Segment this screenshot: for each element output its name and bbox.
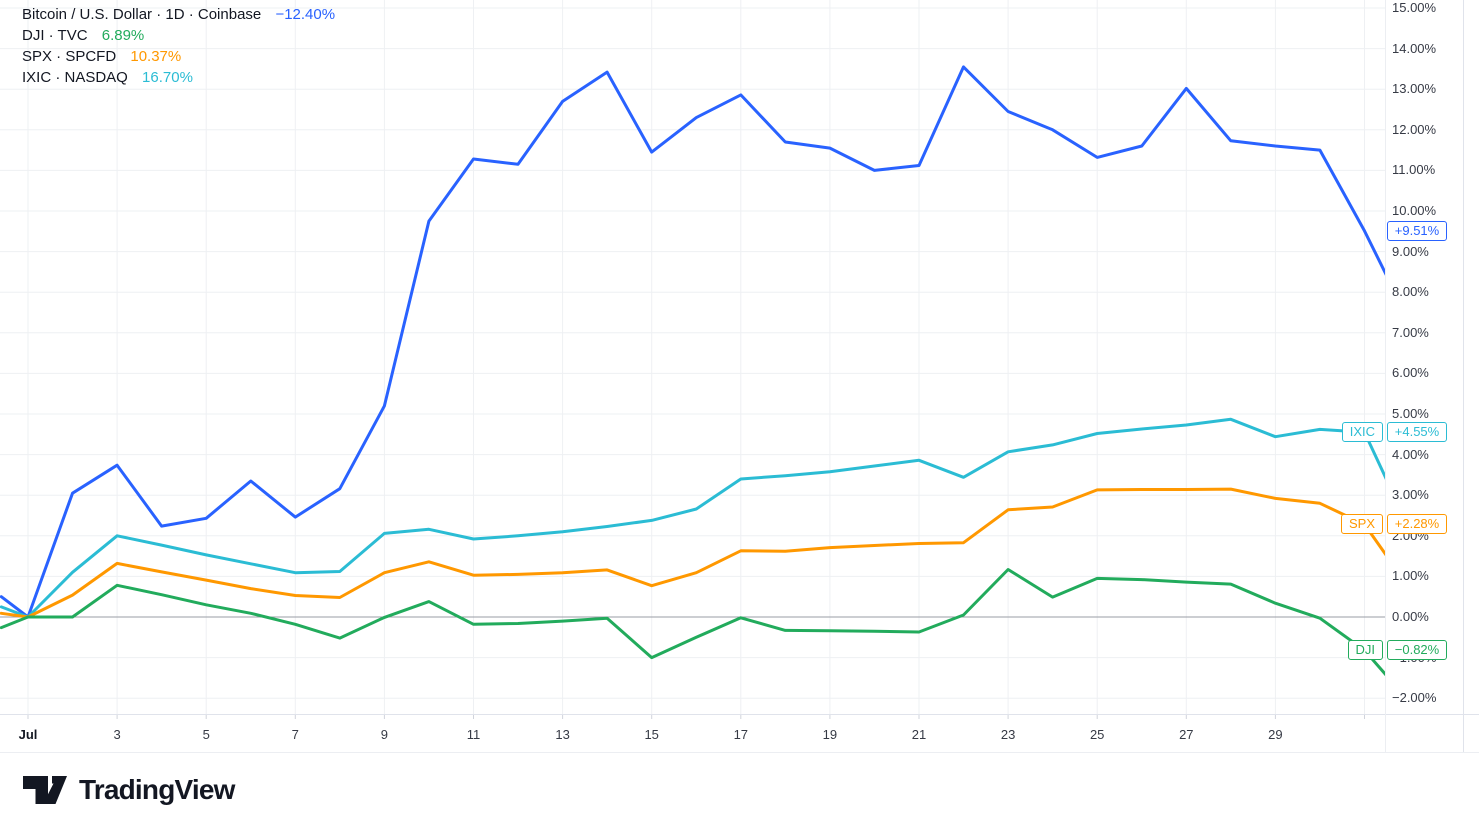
price-axis-label: 7.00% [1392, 324, 1429, 340]
time-axis-label-27: 27 [1179, 727, 1194, 742]
series-line-ixic[interactable] [0, 417, 1387, 619]
price-axis-label: 6.00% [1392, 365, 1429, 381]
series-label-badge-spx[interactable]: SPX [1340, 514, 1383, 535]
price-axis-label: 0.00% [1392, 609, 1429, 624]
grid [0, 0, 1385, 719]
price-axis-label: 3.00% [1392, 487, 1429, 503]
time-axis-label-25: 25 [1089, 727, 1105, 742]
time-axis-label-13: 13 [555, 727, 570, 742]
price-axis-label: 1.00% [1392, 568, 1429, 584]
last-value-badge-btcusd[interactable]: +9.51% [1387, 220, 1447, 241]
chart-plot-area[interactable] [0, 0, 1479, 757]
time-axis-label-17: 17 [733, 727, 749, 742]
last-value-badge-ixic[interactable]: +4.55% [1387, 422, 1447, 443]
tradingview-logo-icon [23, 776, 67, 804]
time-axis-label-19: 19 [822, 727, 838, 742]
time-axis-label-7: 7 [291, 727, 299, 742]
legend-symbol-btcusd: Bitcoin / U.S. Dollar · 1D · Coinbase [22, 6, 262, 23]
price-axis-label: 10.00% [1392, 203, 1437, 218]
series-line-btcusd[interactable] [0, 65, 1387, 619]
tradingview-logo[interactable]: TradingView [22, 774, 235, 806]
price-axis-label: 13.00% [1392, 81, 1437, 97]
series-lines [0, 65, 1387, 677]
time-axis-label-5: 5 [202, 727, 210, 742]
price-axis-label: 12.00% [1392, 121, 1437, 137]
legend-row-btcusd[interactable]: Bitcoin / U.S. Dollar · 1D · Coinbase −1… [22, 4, 335, 25]
time-axis-label-23: 23 [1000, 727, 1016, 742]
time-axis-label-3: 3 [113, 727, 121, 742]
legend-symbol-spx: SPX · SPCFD [22, 48, 117, 65]
series-label-badge-dji[interactable]: DJI [1347, 640, 1383, 661]
legend: Bitcoin / U.S. Dollar · 1D · Coinbase −1… [22, 4, 335, 88]
legend-change-ixic: 16.70% [142, 69, 193, 86]
time-axis-label-21: 21 [911, 727, 927, 742]
legend-row-dji[interactable]: DJI · TVC 6.89% [22, 25, 335, 46]
time-axis-label-29: 29 [1268, 727, 1283, 742]
price-axis-label: 15.00% [1392, 0, 1437, 15]
price-axis-label: 4.00% [1392, 446, 1429, 462]
tradingview-logo-text: TradingView [79, 774, 235, 805]
price-axis-label: 5.00% [1392, 406, 1429, 421]
legend-change-btcusd: −12.40% [275, 6, 336, 23]
legend-row-ixic[interactable]: IXIC · NASDAQ 16.70% [22, 67, 335, 88]
legend-symbol-ixic: IXIC · NASDAQ [22, 69, 128, 86]
last-value-badge-spx[interactable]: +2.28% [1387, 514, 1447, 535]
price-axis-label: 11.00% [1392, 162, 1436, 178]
last-value-badge-dji[interactable]: −0.82% [1387, 640, 1447, 661]
time-axis-label-jul: Jul [18, 727, 38, 742]
series-line-spx[interactable] [0, 487, 1387, 619]
time-axis-label-15: 15 [644, 727, 659, 742]
price-axis-label: 8.00% [1392, 284, 1429, 300]
price-axis-label: 9.00% [1392, 243, 1429, 259]
legend-change-spx: 10.37% [130, 48, 182, 65]
price-axis-label: 14.00% [1392, 40, 1437, 56]
series-label-badge-ixic[interactable]: IXIC [1341, 422, 1383, 443]
time-axis-label-11: 11 [466, 727, 481, 742]
series-line-dji[interactable] [0, 568, 1387, 677]
time-axis-label-9: 9 [380, 727, 388, 742]
price-axis-label: −2.00% [1392, 690, 1437, 706]
legend-symbol-dji: DJI · TVC [22, 27, 88, 44]
legend-change-dji: 6.89% [101, 27, 145, 44]
legend-row-spx[interactable]: SPX · SPCFD 10.37% [22, 46, 335, 67]
